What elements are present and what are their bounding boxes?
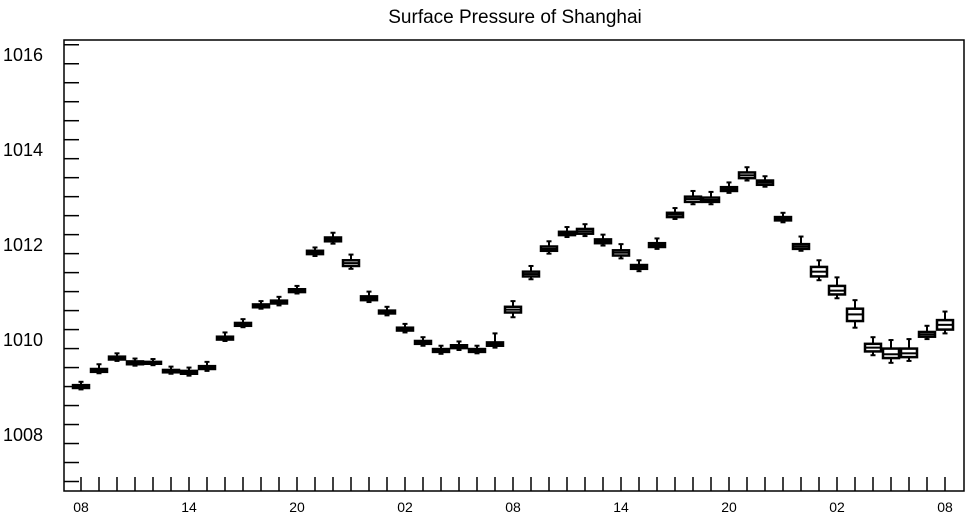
- chart-title: Surface Pressure of Shanghai: [388, 7, 642, 28]
- plot-frame: [63, 39, 965, 492]
- box-41: [809, 259, 829, 282]
- box-12: [287, 284, 307, 295]
- y-tick-label: 1010: [3, 330, 43, 350]
- box-46: [899, 338, 919, 362]
- box-2: [107, 352, 127, 362]
- box-47: [917, 324, 937, 341]
- y-tick-label: 1012: [3, 235, 43, 255]
- box-33: [665, 207, 685, 220]
- box-32: [647, 237, 667, 250]
- box-1: [89, 363, 109, 375]
- box-30: [611, 243, 631, 260]
- x-tick-label: 20: [289, 499, 305, 515]
- x-tick-label: 20: [721, 499, 737, 515]
- x-tick-label: 08: [505, 499, 521, 515]
- box-29: [593, 233, 613, 247]
- box-25: [521, 264, 541, 281]
- box-11: [269, 295, 289, 307]
- box-39: [773, 211, 793, 224]
- box-36: [719, 181, 739, 194]
- y-tick-label: 1016: [3, 45, 43, 65]
- box-10: [251, 300, 271, 310]
- box-16: [359, 290, 379, 304]
- box-4: [143, 358, 163, 367]
- box-34: [683, 189, 703, 206]
- box-37: [737, 166, 757, 182]
- box-3: [125, 357, 145, 367]
- box-48: [935, 310, 955, 335]
- box-40: [791, 235, 811, 252]
- box-42: [827, 276, 847, 300]
- box-23: [485, 332, 505, 349]
- box-26: [539, 240, 559, 255]
- box-38: [755, 175, 775, 188]
- box-5: [161, 365, 181, 375]
- box-21: [449, 340, 469, 352]
- box-24: [503, 300, 523, 319]
- box-28: [575, 223, 595, 238]
- boxes: [71, 166, 955, 391]
- box-43: [845, 299, 865, 329]
- box-19: [413, 336, 433, 347]
- y-tick-label: 1014: [3, 140, 43, 160]
- box-7: [197, 360, 217, 372]
- box-45: [881, 339, 901, 364]
- x-axis: 08 14 20 02 08 14 20 02 08: [73, 477, 953, 515]
- box-31: [629, 259, 649, 273]
- box-8: [215, 331, 235, 342]
- x-tick-label: 14: [613, 499, 629, 515]
- box-27: [557, 226, 577, 239]
- box-17: [377, 305, 397, 317]
- x-tick-label: 02: [829, 499, 845, 515]
- box-22: [467, 344, 487, 355]
- x-tick-label: 02: [397, 499, 413, 515]
- box-13: [305, 246, 325, 258]
- box-18: [395, 322, 415, 334]
- box-0: [71, 380, 91, 391]
- x-tick-label: 08: [937, 499, 953, 515]
- box-14: [323, 231, 343, 245]
- box-44: [863, 336, 883, 357]
- box-20: [431, 344, 451, 355]
- box-9: [233, 318, 253, 329]
- y-tick-label: 1008: [3, 425, 43, 445]
- box-35: [701, 190, 721, 206]
- x-tick-label: 08: [73, 499, 89, 515]
- box-15: [341, 253, 361, 270]
- y-axis: 1008 1010 1012 1014 1016: [3, 43, 79, 483]
- box-6: [179, 366, 199, 377]
- x-tick-label: 14: [181, 499, 197, 515]
